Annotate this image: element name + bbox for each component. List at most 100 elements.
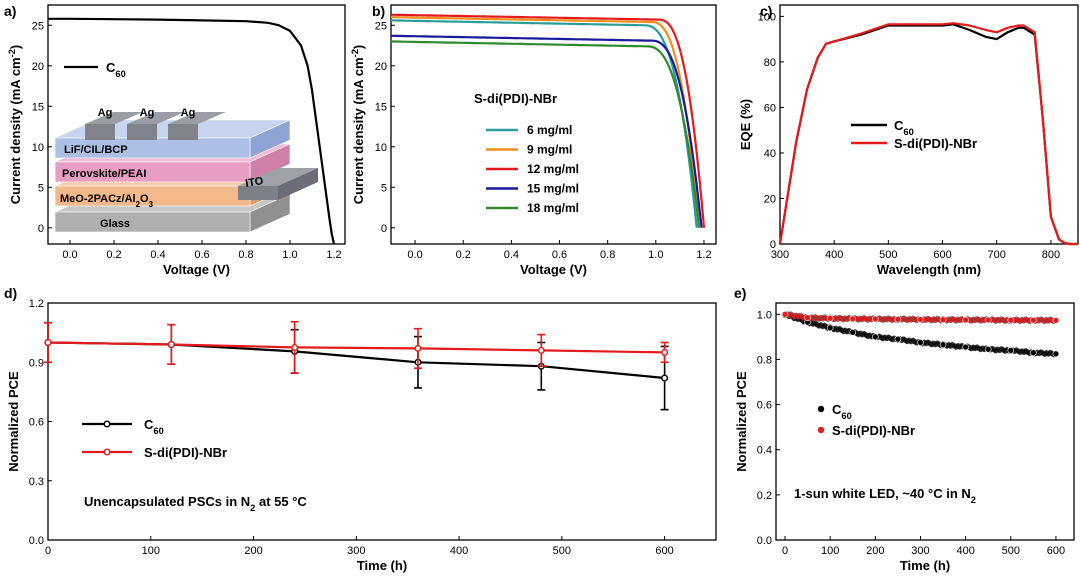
y-tick-label: 5 (381, 182, 387, 194)
legend-label: 9 mg/ml (527, 143, 572, 157)
data-point-sdipdi (1052, 317, 1060, 324)
legend-label: 6 mg/ml (527, 123, 572, 137)
legend-label-sdipdi: S-di(PDI)-NBr (832, 423, 915, 438)
data-point-sdipdi (894, 315, 902, 323)
panel-d: 0 100 200 300 400 500 600 0.0 0.3 0.6 0.9 1.2 Time (… (4, 285, 717, 573)
plot-frame (390, 4, 717, 245)
legend-marker-c60 (817, 405, 825, 413)
x-tick-label: 0.4 (504, 249, 519, 261)
data-point-c60 (1007, 347, 1015, 354)
ag-electrode-top (85, 112, 143, 124)
y-tick-label: 1.2 (29, 298, 44, 310)
legend-label: 12 mg/ml (527, 162, 579, 176)
ag-label: Ag (98, 107, 113, 119)
y-tick-label: 100 (758, 11, 776, 23)
x-tick-label: 100 (142, 545, 160, 557)
data-point-c60 (826, 324, 834, 332)
data-point-sdipdi (1007, 316, 1015, 324)
pce-line-sdipdi (47, 341, 665, 354)
x-tick-label: 1.2 (326, 249, 341, 261)
panel-c: 300 400 500 600 700 800 0 20 40 60 80 100 Wavelength… (738, 3, 1079, 277)
x-tick-label: 400 (956, 545, 974, 557)
y-tick-label: 25 (32, 20, 44, 32)
ito-label: ITO (244, 175, 264, 190)
x-tick-label: 400 (825, 249, 843, 261)
x-tick-label: 0.6 (194, 249, 209, 261)
y-tick-label: 0.8 (757, 354, 772, 366)
eqe-curve-c60 (778, 23, 1078, 246)
data-point-sdipdi (414, 344, 422, 352)
x-tick-label: 300 (347, 545, 365, 557)
legend-label-c60: C60 (106, 60, 126, 79)
x-tick-label: 0.4 (150, 249, 165, 261)
y-tick-label: 0.0 (29, 535, 44, 547)
data-point-sdipdi (849, 315, 857, 323)
y-tick-label: 10 (32, 142, 44, 154)
panel-a: 0.0 0.2 0.4 0.6 0.8 1.0 1.2 0 5 10 15 20 25 Voltage (… (4, 3, 346, 277)
y-axis-label: Current density (mA cm-2) (350, 45, 366, 205)
legend-label: 15 mg/ml (527, 182, 579, 196)
x-tick-label: 600 (655, 545, 673, 557)
legend-marker-sdipdi (103, 448, 111, 456)
y-axis-label: Normalized PCE (6, 371, 21, 472)
legend-label-c60: C60 (144, 417, 164, 436)
panel-b: 0.0 0.2 0.4 0.6 0.8 1.0 1.2 0 5 10 15 20 25 Voltage (… (350, 3, 717, 277)
jv-curve-c60 (48, 17, 336, 245)
x-tick-label: 300 (911, 545, 929, 557)
y-tick-label: 5 (38, 182, 44, 194)
data-point-sdipdi (44, 339, 52, 347)
legend-marker-sdipdi (817, 426, 825, 434)
y-tick-label: 80 (764, 57, 776, 69)
data-point-sdipdi (872, 315, 879, 323)
x-tick-label: 500 (1002, 545, 1020, 557)
x-tick-label: 700 (988, 249, 1006, 261)
ag-electrode (85, 124, 115, 140)
data-point-sdipdi (804, 314, 811, 321)
y-axis-label: Current density (mA cm-2) (7, 45, 23, 205)
plot-frame (779, 4, 1079, 245)
legend-label-sdipdi: S-di(PDI)-NBr (144, 445, 227, 460)
x-tick-label: 0.2 (456, 249, 471, 261)
x-tick-label: 1.0 (648, 249, 663, 261)
x-axis-label: Wavelength (nm) (877, 262, 981, 277)
y-tick-label: 0.6 (29, 417, 44, 429)
data-point-sdipdi (826, 315, 834, 322)
x-axis-label: Time (h) (357, 558, 407, 573)
perovskite-layer (54, 161, 251, 183)
y-tick-label: 15 (32, 101, 44, 113)
y-tick-label: 10 (375, 142, 387, 154)
x-tick-label: 600 (933, 249, 951, 261)
legend-marker-c60 (103, 420, 111, 428)
panel-e: 0 100 200 300 400 500 600 0.0 0.2 0.4 0.6 0.8 1.0 Tim… (734, 285, 1075, 573)
y-tick-label: 0 (381, 223, 387, 235)
legend-label-c60: C60 (832, 402, 852, 421)
hole-layer-label: MeO-2PACz/Al2O3 (60, 193, 154, 209)
x-tick-label: 0.0 (62, 249, 77, 261)
ito-side (278, 168, 318, 200)
x-tick-label: 800 (1042, 249, 1060, 261)
y-tick-label: 0 (770, 239, 776, 251)
y-tick-label: 25 (375, 20, 387, 32)
perovskite-label: Perovskite/PEAI (62, 168, 146, 180)
legend-label: 18 mg/ml (527, 201, 579, 215)
data-point-sdipdi (1030, 316, 1037, 324)
y-axis-label: EQE (%) (738, 99, 753, 150)
data-point-c60 (917, 339, 924, 346)
data-point-c60 (894, 335, 902, 343)
data-point-sdipdi (984, 316, 992, 324)
plot-frame (775, 302, 1075, 541)
x-tick-label: 0.6 (552, 249, 567, 261)
y-tick-label: 0.9 (29, 357, 44, 369)
x-tick-label: 0.8 (600, 249, 615, 261)
data-point-sdipdi (962, 316, 969, 324)
x-tick-label: 0 (45, 545, 51, 557)
x-tick-label: 1.0 (282, 249, 297, 261)
y-tick-label: 0.0 (757, 535, 772, 547)
condition-annotation: Unencapsulated PSCs in N2 at 55 °C (84, 494, 307, 513)
y-tick-label: 0.3 (29, 476, 44, 488)
ag-label: Ag (140, 107, 155, 119)
x-tick-label: 200 (866, 545, 884, 557)
data-point-c60 (849, 329, 857, 336)
jv-curve-15-mg-ml (391, 34, 703, 228)
